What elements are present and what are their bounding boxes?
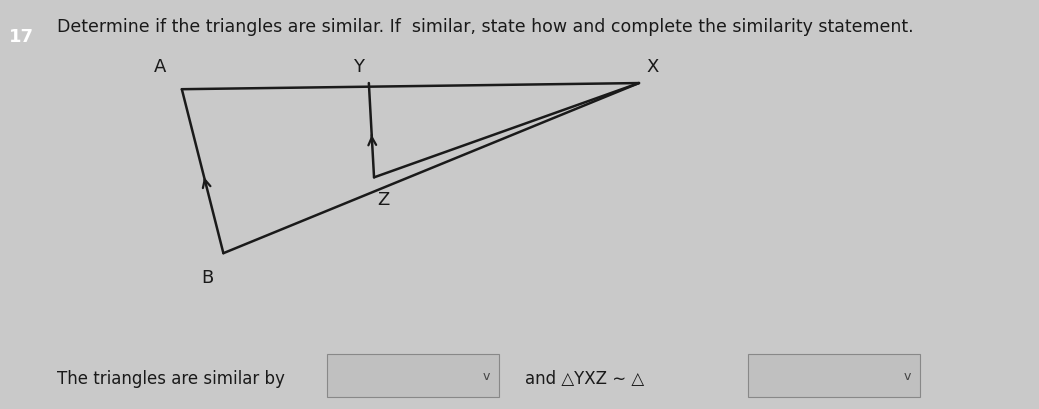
Text: X: X	[646, 58, 659, 76]
Bar	[748, 354, 920, 397]
Text: A: A	[154, 58, 166, 76]
Text: v: v	[903, 369, 911, 382]
Text: Y: Y	[353, 58, 364, 76]
Text: v: v	[482, 369, 490, 382]
Text: Determine if the triangles are similar. If  similar, state how and complete the : Determine if the triangles are similar. …	[57, 18, 913, 36]
Text: Z: Z	[377, 190, 390, 208]
Text: B: B	[202, 268, 214, 286]
Text: 17: 17	[9, 28, 34, 46]
Bar	[327, 354, 499, 397]
Text: and △YXZ ∼ △: and △YXZ ∼ △	[525, 369, 644, 387]
Text: The triangles are similar by: The triangles are similar by	[57, 369, 285, 387]
